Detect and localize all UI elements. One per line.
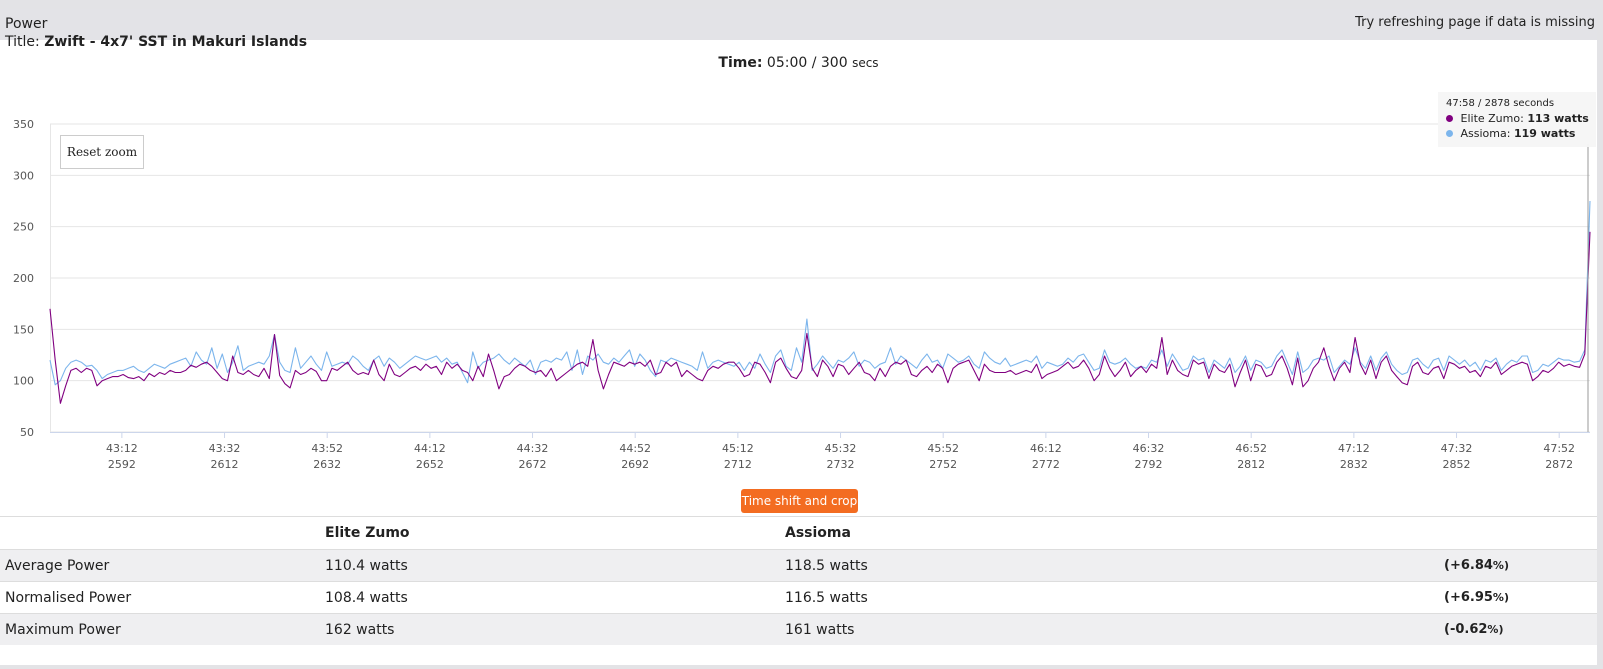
ride-title: Title: Zwift - 4x7' SST in Makuri Island… <box>5 34 307 50</box>
x-tick-seconds-label: 2812 <box>1237 458 1265 471</box>
x-tick-time-label: 45:12 <box>722 442 754 455</box>
x-tick-seconds-label: 2872 <box>1545 458 1573 471</box>
y-tick-label: 300 <box>13 169 34 182</box>
x-tick-seconds-label: 2652 <box>416 458 444 471</box>
x-tick-time-label: 47:12 <box>1338 442 1370 455</box>
chart-tooltip: 47:58 / 2878 seconds Elite Zumo: 113 wat… <box>1438 92 1596 147</box>
diff-percent: %) <box>1487 623 1504 636</box>
assioma-value: 116.5 watts <box>780 581 1439 614</box>
x-tick-seconds-label: 2712 <box>724 458 752 471</box>
x-tick-time-label: 45:52 <box>927 442 959 455</box>
x-tick-time-label: 43:32 <box>209 442 241 455</box>
time-total: 300 <box>820 55 848 71</box>
x-tick-time-label: 43:52 <box>311 442 343 455</box>
power-chart[interactable]: 350 300 250 200 150 100 50 43:12 2592 43:32 2612 43… <box>0 100 1597 480</box>
y-tick-label: 350 <box>13 118 34 131</box>
x-tick-seconds-label: 2692 <box>621 458 649 471</box>
x-tick-time-label: 44:52 <box>619 442 651 455</box>
series-dot-icon <box>1446 115 1453 122</box>
ride-title-label: Title: <box>5 34 40 50</box>
table-header-row: Elite Zumo Assioma <box>0 516 1597 550</box>
y-tick-label: 200 <box>13 272 34 285</box>
row-label: Normalised Power <box>0 581 320 614</box>
x-tick-time-label: 47:32 <box>1441 442 1473 455</box>
x-tick-seconds-label: 2832 <box>1340 458 1368 471</box>
refresh-hint: Try refreshing page if data is missing <box>1355 15 1595 30</box>
series-line-elite-zumo <box>49 231 1591 404</box>
tooltip-sep: / <box>1478 98 1482 109</box>
diff-value: (+6.95%) <box>1439 581 1597 614</box>
tooltip-seconds: 2878 seconds <box>1484 98 1555 109</box>
row-label: Average Power <box>0 549 320 582</box>
panel-header: Power Try refreshing page if data is mis… <box>0 9 1597 40</box>
tooltip-series-value: 119 watts <box>1513 127 1576 140</box>
assioma-value: 161 watts <box>780 613 1439 645</box>
diff-number: (-0.62 <box>1444 622 1488 637</box>
power-stats-table: Elite Zumo Assioma Average Power 110.4 w… <box>0 516 1597 645</box>
table-row: Average Power 110.4 watts 118.5 watts (+… <box>0 549 1597 582</box>
table-row: Maximum Power 162 watts 161 watts (-0.62… <box>0 613 1597 645</box>
elite-value: 162 watts <box>320 613 780 645</box>
tooltip-header: 47:58 / 2878 seconds <box>1446 96 1596 111</box>
assioma-value: 118.5 watts <box>780 549 1439 582</box>
x-tick-seconds-label: 2752 <box>929 458 957 471</box>
series-line-assioma <box>49 200 1591 386</box>
elite-value: 110.4 watts <box>320 549 780 582</box>
header-cell <box>1439 516 1597 550</box>
row-label: Maximum Power <box>0 613 320 645</box>
x-tick-time-label: 46:52 <box>1235 442 1267 455</box>
elite-value: 108.4 watts <box>320 581 780 614</box>
time-label: Time: <box>718 55 763 71</box>
ride-title-value: Zwift - 4x7' SST in Makuri Islands <box>44 34 308 50</box>
time-shift-crop-button[interactable]: Time shift and crop <box>741 489 858 513</box>
time-separator: / <box>811 55 817 71</box>
x-tick-seconds-label: 2672 <box>519 458 547 471</box>
x-tick-seconds-label: 2732 <box>827 458 855 471</box>
y-tick-label: 150 <box>13 323 34 336</box>
x-tick-seconds-label: 2632 <box>313 458 341 471</box>
x-tick-seconds-label: 2772 <box>1032 458 1060 471</box>
x-tick-time-label: 47:52 <box>1543 442 1575 455</box>
tooltip-series-name: Elite Zumo: <box>1460 112 1524 125</box>
tooltip-time: 47:58 <box>1446 98 1475 109</box>
panel-title: Power <box>5 16 48 32</box>
time-value: 05:00 <box>766 55 808 71</box>
x-tick-seconds-label: 2592 <box>108 458 136 471</box>
tooltip-series-assioma: Assioma: 119 watts <box>1446 126 1596 141</box>
diff-value: (-0.62%) <box>1439 613 1597 645</box>
x-tick-seconds-label: 2612 <box>211 458 239 471</box>
x-tick-time-label: 46:32 <box>1133 442 1165 455</box>
table-row: Normalised Power 108.4 watts 116.5 watts… <box>0 581 1597 614</box>
reset-zoom-button[interactable]: Reset zoom <box>60 135 144 169</box>
diff-value: (+6.84%) <box>1439 549 1597 582</box>
tooltip-series-name: Assioma: <box>1460 127 1511 140</box>
time-readout: Time: 05:00 / 300 secs <box>0 55 1597 71</box>
diff-number: (+6.95 <box>1444 590 1493 605</box>
x-tick-time-label: 43:12 <box>106 442 138 455</box>
header-cell: Elite Zumo <box>320 516 780 550</box>
diff-percent: %) <box>1492 559 1509 572</box>
y-tick-label: 250 <box>13 221 34 234</box>
y-tick-label: 50 <box>20 426 34 439</box>
diff-number: (+6.84 <box>1444 558 1493 573</box>
tooltip-series-value: 113 watts <box>1527 112 1589 125</box>
time-unit: secs <box>852 56 879 70</box>
x-tick-time-label: 46:12 <box>1030 442 1062 455</box>
x-tick-seconds-label: 2852 <box>1443 458 1471 471</box>
header-cell <box>0 516 320 550</box>
x-tick-time-label: 44:32 <box>517 442 549 455</box>
series-dot-icon <box>1446 130 1453 137</box>
y-tick-label: 100 <box>13 375 34 388</box>
x-tick-seconds-label: 2792 <box>1135 458 1163 471</box>
x-tick-time-label: 44:12 <box>414 442 446 455</box>
x-tick-time-label: 45:32 <box>825 442 857 455</box>
header-cell: Assioma <box>780 516 1439 550</box>
tooltip-series-elite: Elite Zumo: 113 watts <box>1446 111 1596 126</box>
diff-percent: %) <box>1492 591 1509 604</box>
